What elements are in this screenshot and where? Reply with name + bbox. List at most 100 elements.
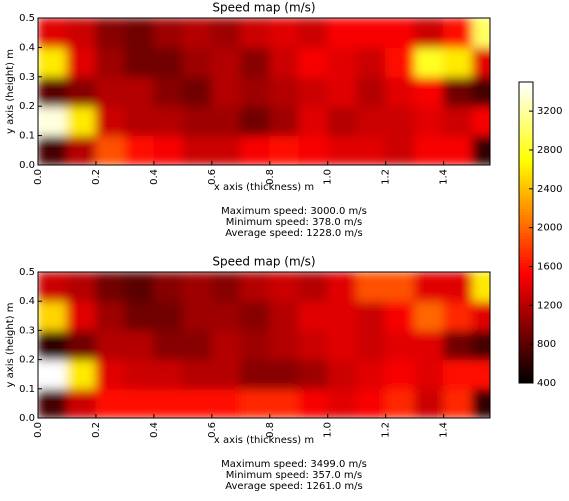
heat-cell: [124, 272, 155, 302]
heat-cell: [414, 18, 445, 48]
heat-cell: [472, 135, 490, 165]
x-tick-label: 1.4: [439, 169, 450, 185]
heat-cell: [124, 388, 155, 418]
colorbar-slice: [519, 175, 533, 179]
axes-frame: [37, 271, 491, 419]
colorbar-slice: [519, 265, 533, 270]
colorbar-slice: [519, 256, 533, 261]
heat-cell: [182, 359, 213, 390]
colorbar-slice: [519, 223, 533, 227]
x-tick-label: 0.2: [91, 422, 102, 438]
chart-title: Speed map (m/s): [212, 1, 315, 15]
colorbar-slice: [519, 118, 533, 122]
heat-cell: [124, 359, 155, 390]
colorbar-slice: [519, 298, 533, 303]
colorbar-slice: [519, 217, 533, 221]
heat-cell: [66, 359, 97, 390]
cells: [38, 18, 490, 165]
colorbar-slice: [519, 271, 533, 276]
colorbar-slice: [519, 319, 533, 324]
colorbar-slice: [519, 172, 533, 176]
heat-cell: [269, 135, 300, 165]
colorbar-slice: [519, 109, 533, 113]
heat-cell: [472, 359, 490, 390]
colorbar-slice: [519, 127, 533, 131]
heat-cell: [124, 300, 155, 331]
heat-cell: [211, 18, 242, 48]
colorbar-slice: [519, 157, 533, 161]
heat-cell: [153, 105, 184, 137]
heat-cell: [95, 272, 126, 302]
heat-cell: [385, 300, 416, 331]
heat-cell: [298, 105, 329, 137]
y-tick-label: 0.0: [19, 413, 35, 424]
axes-frame: [37, 17, 491, 166]
colorbar-slice: [519, 286, 533, 291]
heat-cell: [182, 272, 213, 302]
heat-cell: [356, 388, 387, 418]
colorbar-slice: [519, 202, 533, 206]
heat-cell: [153, 300, 184, 331]
heat-cell: [182, 105, 213, 137]
colorbar-slice: [519, 181, 533, 185]
colorbar-slice: [519, 163, 533, 167]
colorbar-slice: [519, 361, 533, 366]
heat-cell: [269, 359, 300, 390]
colorbar-slice: [519, 292, 533, 297]
colorbar-slice: [519, 370, 533, 375]
heat-cell: [95, 76, 126, 107]
y-tick-label: 0.1: [19, 131, 35, 142]
colorbar-tick-label: 400: [537, 378, 556, 389]
colorbar-slice: [519, 328, 533, 333]
colorbar-slice: [519, 337, 533, 342]
heat-cell: [385, 76, 416, 107]
colorbar-tick-label: 2800: [537, 145, 562, 156]
heat-cell: [414, 329, 445, 361]
y-tick-label: 0.1: [19, 384, 35, 395]
colorbar-slice: [519, 106, 533, 110]
heat-cell: [356, 329, 387, 361]
heat-cell: [443, 272, 474, 302]
heat-cell: [356, 300, 387, 331]
heat-cell: [95, 329, 126, 361]
colorbar-slice: [519, 349, 533, 354]
heat-cell: [414, 46, 445, 78]
heat-cell: [182, 46, 213, 78]
y-tick-label: 0.4: [19, 296, 35, 307]
colorbar-slice: [519, 247, 533, 252]
colorbar-tick-label: 2000: [537, 223, 562, 234]
heat-cell: [298, 135, 329, 165]
heat-cell: [298, 300, 329, 331]
heat-cell: [443, 300, 474, 331]
heat-cell: [327, 18, 358, 48]
colorbar-slice: [519, 307, 533, 312]
heat-cell: [327, 272, 358, 302]
colorbar-slice: [519, 358, 533, 363]
heat-cell: [153, 46, 184, 78]
heat-cell: [269, 272, 300, 302]
heat-cell: [356, 18, 387, 48]
heat-cell: [443, 329, 474, 361]
colorbar-slice: [519, 301, 533, 306]
colorbar-slice: [519, 145, 533, 149]
colorbar-slice: [519, 280, 533, 285]
heat-cell: [66, 329, 97, 361]
heat-cell: [240, 46, 271, 78]
heat-cell: [327, 388, 358, 418]
stat-line: Maximum speed: 3000.0 m/s: [221, 206, 367, 217]
colorbar-frame: [518, 81, 534, 384]
heat-cell: [95, 46, 126, 78]
heat-cell: [211, 359, 242, 390]
colorbar-slice: [519, 82, 533, 86]
x-tick-label: 1.0: [323, 422, 334, 438]
x-tick-label: 0.2: [91, 169, 102, 185]
y-tick-label: 0.0: [19, 160, 35, 171]
heat-cell: [356, 135, 387, 165]
heat-cell: [356, 272, 387, 302]
heat-cell: [240, 359, 271, 390]
heat-cell: [443, 76, 474, 107]
colorbar-slice: [519, 190, 533, 194]
heat-cell: [298, 18, 329, 48]
heat-cell: [472, 300, 490, 331]
heat-cell: [443, 135, 474, 165]
